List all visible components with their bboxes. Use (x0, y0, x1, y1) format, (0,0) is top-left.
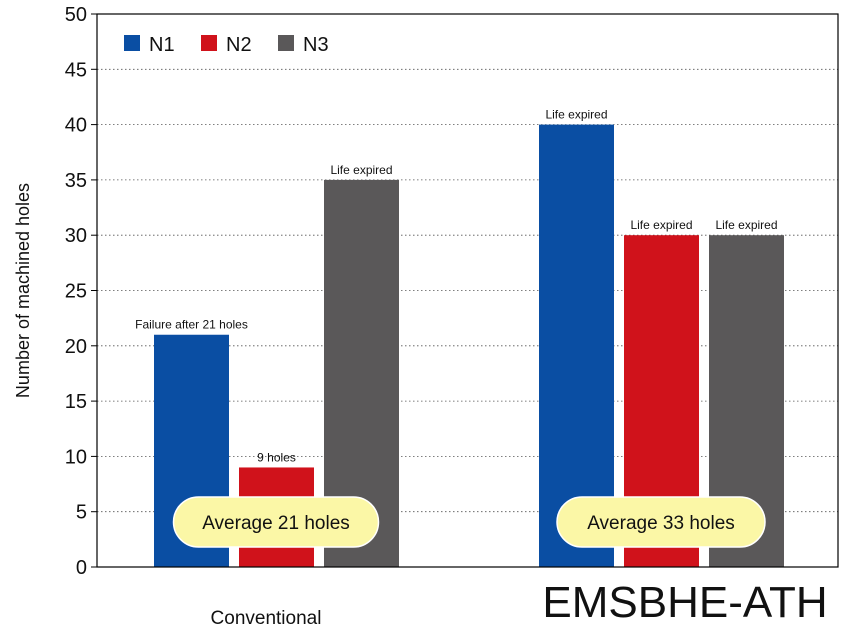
bar-data-label: 9 holes (257, 450, 296, 464)
average-note-box (172, 496, 380, 548)
y-tick-label: 5 (76, 502, 87, 524)
axis-layer: 0 5 10 15 20 25 30 35 40 45 50 Number of machined h… (13, 4, 839, 629)
average-note-label: Average 21 holes (202, 513, 350, 534)
y-axis-label: Number of machined holes (13, 183, 33, 398)
legend-label-n3: N3 (303, 34, 329, 56)
y-tick-label: 20 (65, 336, 87, 358)
average-note-box (556, 496, 766, 548)
y-tick-label: 35 (65, 170, 87, 192)
bar-data-label: Life expired (330, 163, 392, 177)
category-label-emsbhe-ath: EMSBHE-ATH (542, 578, 827, 627)
bar-n1-emsbhe-ath (539, 124, 614, 567)
average-note-label: Average 33 holes (587, 513, 735, 534)
y-tick-label: 40 (65, 115, 87, 137)
legend-swatch-n3 (278, 35, 294, 51)
legend-layer: N1 N2 N3 (124, 34, 329, 56)
y-tick-label: 10 (65, 446, 87, 468)
legend-label-n2: N2 (226, 34, 252, 56)
legend-swatch-n2 (201, 35, 217, 51)
y-tick-label: 50 (65, 4, 87, 26)
bar-data-label: Life expired (630, 218, 692, 232)
y-tick-label: 25 (65, 281, 87, 303)
bar-data-label: Life expired (545, 108, 607, 122)
y-tick-label: 15 (65, 391, 87, 413)
y-tick-label: 0 (76, 557, 87, 579)
note-layer: Average 21 holes Average 33 holes (172, 496, 766, 548)
y-tick-label: 45 (65, 59, 87, 81)
y-tick-label: 30 (65, 225, 87, 247)
category-label-conventional: Conventional (211, 608, 322, 629)
legend-swatch-n1 (124, 35, 140, 51)
bar-data-label: Failure after 21 holes (135, 318, 248, 332)
bar-data-label: Life expired (715, 218, 777, 232)
legend-label-n1: N1 (149, 34, 175, 56)
plot-frame (96, 13, 839, 568)
